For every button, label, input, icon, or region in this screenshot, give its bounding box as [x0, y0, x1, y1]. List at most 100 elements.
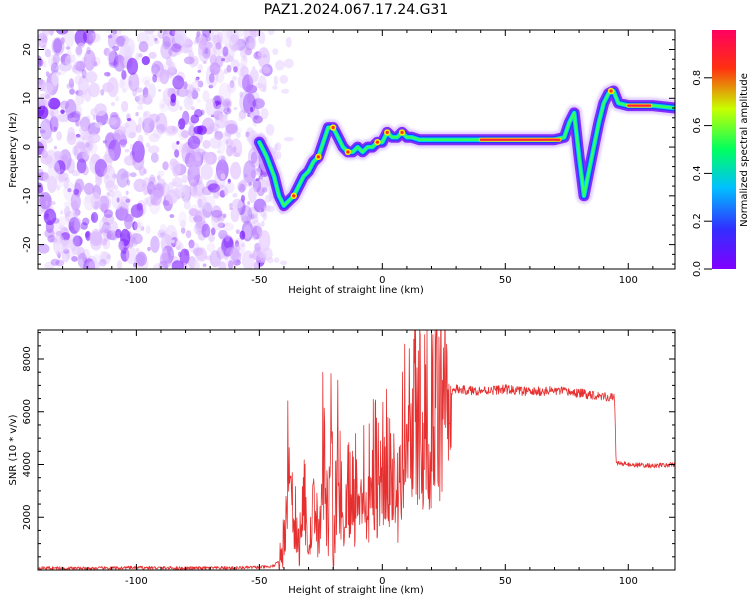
noise-blob — [196, 99, 201, 103]
noise-blob — [72, 145, 79, 156]
noise-blob — [83, 258, 96, 269]
noise-blob — [99, 227, 104, 234]
noise-blob — [178, 128, 188, 140]
noise-blob — [106, 47, 116, 63]
chart-title: PAZ1.2024.067.17.24.G31 — [264, 2, 449, 18]
noise-blob — [80, 222, 88, 230]
colorbar-tick-label: 0.6 — [692, 118, 703, 134]
noise-blob — [170, 239, 175, 244]
noise-blob — [177, 251, 182, 258]
noise-blob — [188, 125, 196, 137]
noise-blob — [44, 48, 52, 58]
noise-blob — [193, 259, 200, 269]
noise-blob — [229, 80, 235, 89]
top-y-tick-label: -20 — [22, 236, 33, 252]
noise-blob — [285, 36, 292, 48]
noise-blob — [283, 136, 294, 142]
noise-blob — [49, 115, 59, 133]
top-y-axis-label: Frequency (Hz) — [8, 112, 19, 188]
noise-blob — [128, 72, 140, 92]
top-x-tick-label: 50 — [499, 275, 512, 286]
noise-blob — [243, 160, 256, 184]
noise-blob — [129, 172, 137, 178]
noise-blob — [92, 115, 96, 121]
noise-blob — [87, 133, 101, 144]
noise-blob — [108, 139, 121, 161]
noise-blob — [69, 54, 76, 64]
noise-blob — [201, 223, 211, 238]
noise-blob — [205, 255, 212, 261]
noise-blob — [206, 179, 218, 191]
noise-blob — [57, 216, 70, 226]
bottom-y-tick-label: 4000 — [22, 452, 33, 477]
noise-blob — [70, 83, 75, 89]
noise-blob — [64, 55, 73, 67]
noise-blob — [190, 106, 195, 111]
noise-blob — [210, 227, 216, 236]
noise-blob — [253, 261, 260, 269]
noise-blob — [243, 168, 255, 188]
noise-blob — [57, 71, 62, 76]
noise-blob — [71, 169, 81, 177]
noise-blob — [194, 109, 203, 118]
noise-blob — [176, 87, 189, 98]
noise-blob — [226, 144, 234, 157]
noise-blob — [124, 44, 133, 59]
noise-blob — [94, 122, 103, 128]
noise-blob — [238, 183, 246, 193]
noise-blob — [185, 89, 193, 97]
noise-blob — [122, 88, 127, 94]
noise-blob — [249, 112, 255, 119]
noise-blob — [203, 60, 207, 64]
noise-blob — [73, 217, 82, 232]
noise-blob — [255, 82, 264, 89]
noise-blob — [94, 103, 107, 117]
noise-blob — [67, 188, 72, 193]
snr-line — [38, 330, 675, 570]
noise-blob — [248, 35, 257, 51]
noise-blob — [144, 30, 155, 35]
noise-blob — [283, 58, 294, 69]
bottom-x-tick-label: 50 — [499, 576, 512, 587]
noise-blob — [138, 165, 146, 176]
noise-blob — [77, 42, 85, 48]
noise-blob — [170, 93, 177, 103]
trace-core — [258, 89, 675, 207]
noise-blob — [160, 234, 174, 255]
noise-blob — [152, 66, 158, 75]
noise-blob — [106, 30, 112, 34]
noise-blob — [166, 125, 179, 135]
noise-blob — [223, 221, 229, 227]
colorbar-tick-label: 0.8 — [692, 70, 703, 86]
bottom-x-tick-label: -100 — [125, 576, 148, 587]
noise-blob — [209, 137, 222, 149]
noise-blob — [162, 36, 171, 50]
noise-blob — [83, 49, 96, 71]
noise-blob — [197, 69, 202, 73]
noise-blob — [45, 200, 49, 206]
noise-blob — [158, 98, 170, 113]
noise-blob — [38, 168, 44, 176]
noise-blob — [140, 226, 145, 231]
bottom-x-tick-label: -50 — [251, 576, 267, 587]
noise-blob — [230, 59, 240, 69]
noise-blob — [107, 34, 113, 39]
noise-blob — [159, 69, 170, 85]
noise-blob — [138, 41, 149, 53]
noise-blob — [151, 64, 161, 74]
noise-blob — [72, 235, 83, 247]
noise-blob — [75, 134, 85, 142]
noise-blob — [237, 182, 241, 188]
noise-blob — [230, 207, 240, 223]
noise-blob — [221, 58, 226, 62]
noise-blob — [183, 95, 193, 110]
noise-blob — [51, 72, 59, 87]
noise-blob — [194, 247, 207, 262]
noise-blob — [181, 174, 188, 184]
noise-blob — [130, 204, 144, 218]
noise-blob — [135, 251, 147, 267]
noise-blob — [207, 183, 220, 193]
noise-blob — [38, 105, 49, 120]
noise-blob — [50, 201, 56, 206]
